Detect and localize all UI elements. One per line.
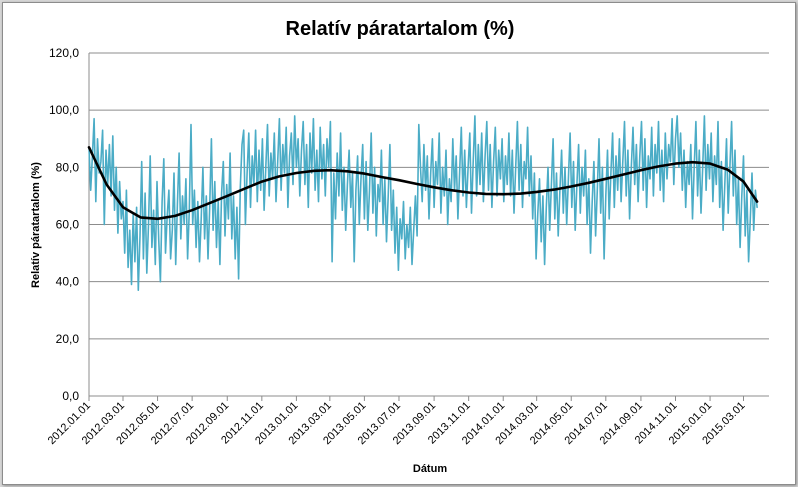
x-tick-labels: 2012.01.012012.03.012012.05.012012.07.01… — [46, 396, 748, 447]
y-tick-labels: 0,0 20,0 40,0 60,0 80,0 100,0 120,0 — [49, 46, 79, 403]
y-tick-label: 20,0 — [56, 332, 80, 346]
chart-title: Relatív páratartalom (%) — [286, 18, 515, 40]
y-tick-label: 80,0 — [56, 160, 80, 174]
y-tick-label: 0,0 — [62, 389, 79, 403]
trendline-series — [87, 146, 759, 221]
humidity-series — [88, 115, 758, 291]
plot-area — [87, 115, 759, 291]
x-axis-label: Dátum — [413, 463, 447, 475]
y-tick-label: 60,0 — [56, 218, 80, 232]
y-tick-label: 40,0 — [56, 275, 80, 289]
y-axis-label: Relatív páratartalom (%) — [30, 162, 42, 288]
y-tick-label: 120,0 — [49, 46, 79, 60]
y-tick-label: 100,0 — [49, 103, 79, 117]
humidity-chart: Relatív páratartalom (%) 0,0 20,0 40,0 60,0… — [30, 18, 769, 475]
